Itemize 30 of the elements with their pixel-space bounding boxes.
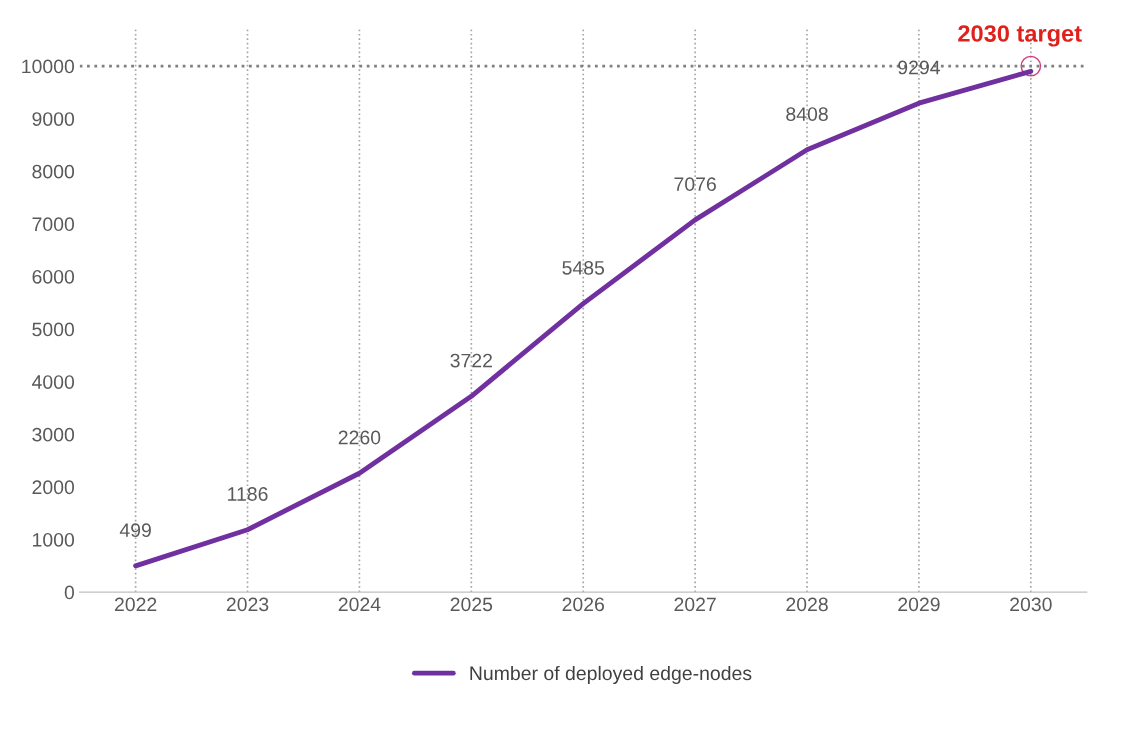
data-label: 1186 xyxy=(228,487,268,501)
data-label: 3722 xyxy=(450,353,492,368)
data-label: 499 xyxy=(119,523,151,538)
x-tick-label: 2028 xyxy=(786,597,828,612)
data-label: 5485 xyxy=(562,260,605,275)
data-label: 8408 xyxy=(786,107,828,121)
y-tick-label: 0 xyxy=(64,585,75,600)
y-tick-label: 8000 xyxy=(32,164,75,179)
y-tick-label: 4000 xyxy=(31,375,75,389)
x-tick-label: 2026 xyxy=(562,597,604,612)
y-tick-label: 1000 xyxy=(33,532,75,547)
y-tick-label: 9000 xyxy=(32,112,75,126)
data-label: 7076 xyxy=(674,177,716,192)
x-tick-label: 2025 xyxy=(450,597,493,612)
y-tick-label: 5000 xyxy=(32,322,75,337)
y-tick-label: 3000 xyxy=(32,427,75,442)
annotation: 2030 target xyxy=(958,25,1082,47)
x-tick-label: 2027 xyxy=(674,597,716,612)
y-tick-label: 6000 xyxy=(32,269,75,284)
x-tick-label: 2023 xyxy=(226,597,269,612)
legend-label: Number of deployed edge-nodes xyxy=(470,665,752,685)
y-tick-label: 7000 xyxy=(32,217,75,232)
x-tick-label: 2029 xyxy=(898,597,940,612)
x-tick-label: 2024 xyxy=(338,597,381,612)
data-label: 2260 xyxy=(338,430,381,445)
data-label: 9294 xyxy=(898,60,940,75)
y-tick-label: 10000 xyxy=(22,59,75,74)
x-tick-label: 2030 xyxy=(1010,597,1052,612)
x-tick-label: 2022 xyxy=(114,597,157,612)
y-tick-label: 2000 xyxy=(32,480,75,495)
